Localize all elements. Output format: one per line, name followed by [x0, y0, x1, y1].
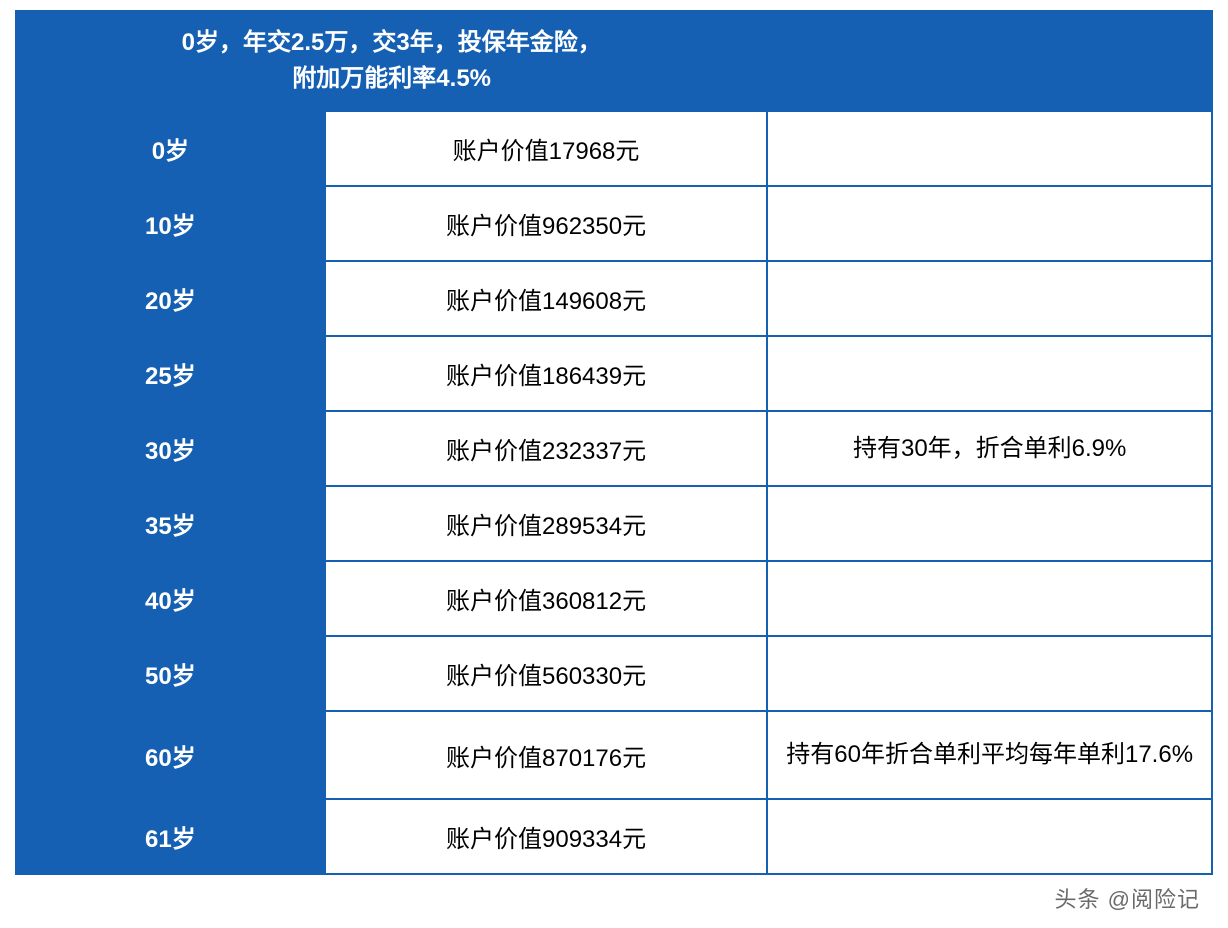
age-cell: 25岁: [16, 336, 325, 411]
insurance-table: 0岁，年交2.5万，交3年，投保年金险， 附加万能利率4.5% 0岁 账户价值1…: [15, 10, 1213, 875]
table-row: 30岁 账户价值232337元 持有30年，折合单利6.9%: [16, 411, 1212, 486]
age-cell: 60岁: [16, 711, 325, 799]
age-cell: 20岁: [16, 261, 325, 336]
value-cell: 账户价值17968元: [325, 111, 768, 186]
value-cell: 账户价值909334元: [325, 799, 768, 874]
value-cell: 账户价值186439元: [325, 336, 768, 411]
table-row: 35岁 账户价值289534元: [16, 486, 1212, 561]
table-row: 61岁 账户价值909334元: [16, 799, 1212, 874]
table-row: 25岁 账户价值186439元: [16, 336, 1212, 411]
value-cell: 账户价值289534元: [325, 486, 768, 561]
table-row: 0岁 账户价值17968元: [16, 111, 1212, 186]
table-header-empty: [767, 11, 1212, 111]
value-cell: 账户价值149608元: [325, 261, 768, 336]
note-cell: [767, 261, 1212, 336]
value-cell: 账户价值232337元: [325, 411, 768, 486]
table-row: 50岁 账户价值560330元: [16, 636, 1212, 711]
age-cell: 61岁: [16, 799, 325, 874]
table-row: 40岁 账户价值360812元: [16, 561, 1212, 636]
value-cell: 账户价值360812元: [325, 561, 768, 636]
note-cell: 持有30年，折合单利6.9%: [767, 411, 1212, 486]
age-cell: 40岁: [16, 561, 325, 636]
note-cell: [767, 186, 1212, 261]
value-cell: 账户价值560330元: [325, 636, 768, 711]
table-row: 60岁 账户价值870176元 持有60年折合单利平均每年单利17.6%: [16, 711, 1212, 799]
value-cell: 账户价值870176元: [325, 711, 768, 799]
table-header-row: 0岁，年交2.5万，交3年，投保年金险， 附加万能利率4.5%: [16, 11, 1212, 111]
age-cell: 0岁: [16, 111, 325, 186]
note-cell: [767, 636, 1212, 711]
table-header: 0岁，年交2.5万，交3年，投保年金险， 附加万能利率4.5%: [16, 11, 767, 111]
table-row: 10岁 账户价值962350元: [16, 186, 1212, 261]
age-cell: 10岁: [16, 186, 325, 261]
note-cell: 持有60年折合单利平均每年单利17.6%: [767, 711, 1212, 799]
note-cell: [767, 111, 1212, 186]
age-cell: 35岁: [16, 486, 325, 561]
header-line-1: 0岁，年交2.5万，交3年，投保年金险，: [17, 25, 766, 61]
value-cell: 账户价值962350元: [325, 186, 768, 261]
note-cell: [767, 799, 1212, 874]
header-line-2: 附加万能利率4.5%: [17, 61, 766, 97]
note-cell: [767, 561, 1212, 636]
age-cell: 50岁: [16, 636, 325, 711]
watermark-text: 头条 @阅险记: [1055, 882, 1200, 914]
table-row: 20岁 账户价值149608元: [16, 261, 1212, 336]
note-cell: [767, 336, 1212, 411]
age-cell: 30岁: [16, 411, 325, 486]
note-cell: [767, 486, 1212, 561]
